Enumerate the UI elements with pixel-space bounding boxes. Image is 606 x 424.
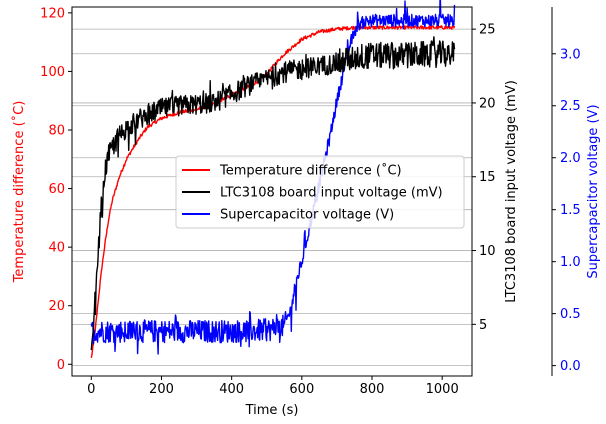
y-tick-label-temp: 80 [48, 124, 65, 139]
axes-layer: 0 200 400 600 800 1000 0 20 40 60 80 100 120 Temperat… [11, 6, 601, 397]
y-tick-label-volt: 20 [479, 96, 496, 111]
x-axis-label: Time (s) [245, 403, 299, 418]
x-tick-label: 1000 [426, 382, 459, 397]
y-tick-label-cap: 1.5 [560, 203, 581, 218]
y-tick-label-cap: 2.0 [560, 151, 581, 166]
series-layer [90, 0, 456, 359]
y-tick-label-cap: 3.0 [560, 47, 581, 62]
y-tick-label-volt: 25 [479, 23, 496, 38]
series-line-temp [90, 25, 456, 359]
y-tick-label-volt: 10 [479, 244, 496, 259]
y-tick-label-temp: 100 [40, 65, 65, 80]
y-tick-label-temp: 0 [57, 358, 65, 373]
y-axis-label-cap: Supercapacitor voltage (V) [586, 104, 601, 278]
y-tick-label-temp: 20 [48, 299, 65, 314]
y-axis-label-volt: LTC3108 board input voltage (mV) [504, 80, 519, 303]
y-tick-label-cap: 2.5 [560, 99, 581, 114]
x-tick-label: 0 [87, 382, 95, 397]
legend-label-volt: LTC3108 board input voltage (mV) [220, 186, 443, 201]
plot-frame [71, 6, 473, 377]
y-tick-label-temp: 120 [40, 6, 65, 21]
legend-label-cap: Supercapacitor voltage (V) [220, 208, 394, 223]
y-tick-label-cap: 0.5 [560, 307, 581, 322]
y-tick-label-volt: 5 [479, 318, 487, 333]
x-tick-label: 600 [289, 382, 314, 397]
y-tick-label-temp: 60 [48, 182, 65, 197]
y-tick-label-cap: 1.0 [560, 255, 581, 270]
x-tick-label: 200 [149, 382, 174, 397]
series-line-cap [90, 0, 456, 355]
legend: Temperature difference (˚C) LTC3108 board… [175, 155, 465, 229]
series-line-volt [90, 36, 456, 351]
legend-box [175, 155, 465, 229]
y-tick-label-temp: 40 [48, 241, 65, 256]
legend-label-temp: Temperature difference (˚C) [219, 163, 402, 179]
x-tick-label: 400 [219, 382, 244, 397]
y-tick-label-volt: 15 [479, 170, 496, 185]
y-axis-label-temp: Temperature difference (˚C) [11, 101, 27, 284]
y-tick-label-cap: 0.0 [560, 359, 581, 374]
x-tick-label: 800 [360, 382, 385, 397]
